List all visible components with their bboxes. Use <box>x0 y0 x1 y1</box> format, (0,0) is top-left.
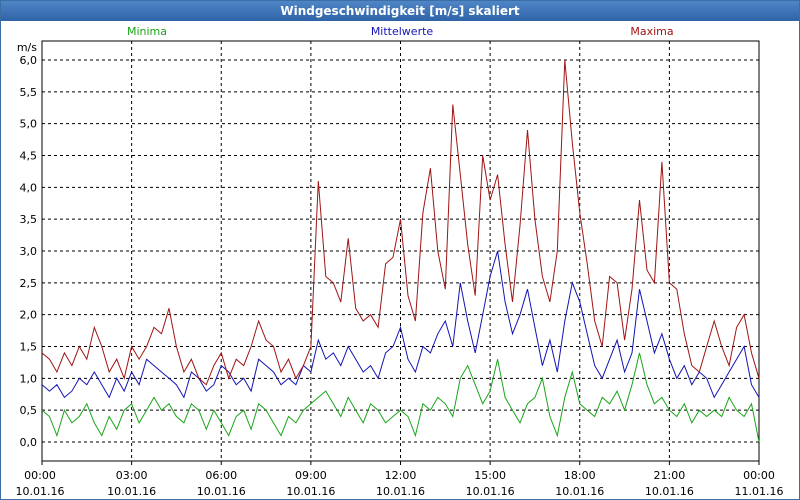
x-tick-time: 03:00 <box>116 469 148 482</box>
x-tick-date: 10.01.16 <box>16 485 65 498</box>
x-tick-date: 10.01.16 <box>376 485 425 498</box>
series-line-maxima <box>41 59 760 386</box>
series-lines <box>41 59 760 443</box>
x-tick-date: 10.01.16 <box>466 485 515 498</box>
y-tick-label: 3,0 <box>20 245 38 258</box>
y-tick-label: 4,5 <box>20 150 38 163</box>
y-tick-label: 2,5 <box>20 277 38 290</box>
chart-title: Windgeschwindigkeit [m/s] skaliert <box>1 1 799 21</box>
x-tick-time: 21:00 <box>654 469 686 482</box>
x-tick-date: 10.01.16 <box>197 485 246 498</box>
x-tick-time: 06:00 <box>205 469 237 482</box>
x-tick-time: 00:00 <box>24 469 56 482</box>
x-tick-date: 10.01.16 <box>645 485 694 498</box>
x-tick-time: 12:00 <box>385 469 417 482</box>
y-tick-label: 1,0 <box>20 372 38 385</box>
x-axis: 00:00 10.01.16 03:00 10.01.16 06:00 10.01.16 0… <box>16 461 784 498</box>
x-tick-date: 10.01.16 <box>286 485 335 498</box>
y-tick-label: 4,0 <box>20 181 38 194</box>
y-tick-label: 3,5 <box>20 213 38 226</box>
legend-minima: Minima <box>127 25 167 38</box>
series-line-minima <box>41 352 760 443</box>
x-tick-time: 09:00 <box>295 469 327 482</box>
y-tick-label: 6,0 <box>20 54 38 67</box>
y-tick-label: 0,5 <box>20 404 38 417</box>
y-axis-unit: m/s <box>17 41 37 54</box>
series-line-mittelwerte <box>41 250 760 399</box>
y-tick-label: 1,5 <box>20 341 38 354</box>
y-tick-label: 2,0 <box>20 309 38 322</box>
x-tick-time: 18:00 <box>564 469 596 482</box>
legend-maxima: Maxima <box>630 25 673 38</box>
x-tick-time: 00:00 <box>743 469 775 482</box>
x-tick-date: 11.01.16 <box>735 485 784 498</box>
x-tick-date: 10.01.16 <box>555 485 604 498</box>
grid <box>42 41 759 461</box>
y-tick-label: 0,0 <box>20 436 38 449</box>
y-axis: 0,0 0,5 1,0 1,5 2,0 2,5 3,0 3,5 4,0 4,5 5,0 5,5 6,0m… <box>17 41 37 449</box>
legend: Minima Mittelwerte Maxima <box>127 25 674 38</box>
y-tick-label: 5,5 <box>20 86 38 99</box>
x-tick-date: 10.01.16 <box>107 485 156 498</box>
x-tick-time: 15:00 <box>474 469 506 482</box>
legend-mittelwerte: Mittelwerte <box>371 25 434 38</box>
y-tick-label: 5,0 <box>20 118 38 131</box>
